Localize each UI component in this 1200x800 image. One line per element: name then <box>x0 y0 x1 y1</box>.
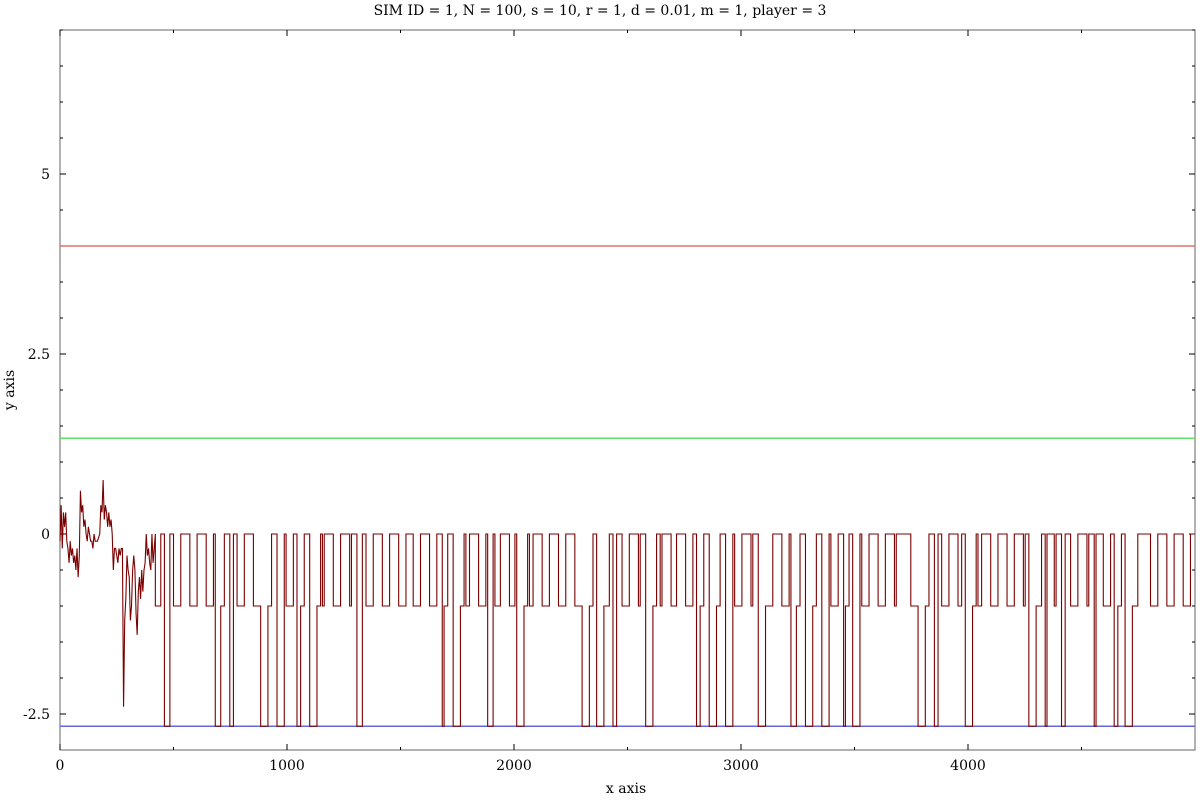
x-tick-label: 0 <box>56 758 65 774</box>
x-tick-label: 1000 <box>269 758 305 774</box>
x-tick-label: 3000 <box>723 758 759 774</box>
chart-title: SIM ID = 1, N = 100, s = 10, r = 1, d = … <box>374 3 827 19</box>
x-tick-label: 4000 <box>950 758 986 774</box>
y-tick-label: 5 <box>41 167 50 183</box>
x-tick-label: 2000 <box>496 758 532 774</box>
x-axis-ticks: 0 1000 2000 3000 4000 <box>56 30 1082 774</box>
y-tick-label: 2.5 <box>28 347 50 363</box>
x-axis-label: x axis <box>606 781 646 797</box>
y-axis-ticks: -2.5 0 2.5 5 <box>23 29 1195 723</box>
series-layer <box>59 245 1195 727</box>
y-axis-label: y axis <box>2 370 18 411</box>
y-tick-label: -2.5 <box>23 707 50 723</box>
data-line <box>59 479 1195 727</box>
y-tick-label: 0 <box>41 527 50 543</box>
